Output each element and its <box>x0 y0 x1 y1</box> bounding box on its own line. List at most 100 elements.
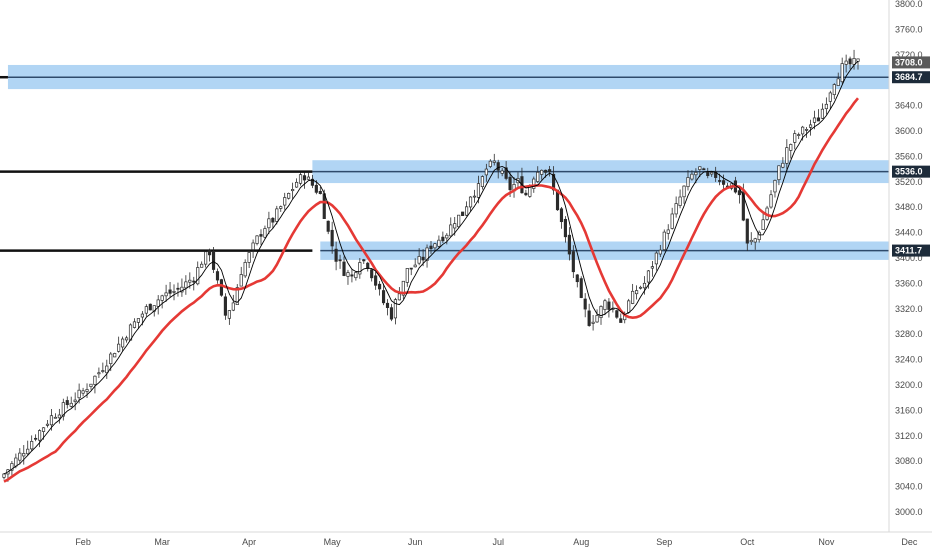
slow-moving-average-line[interactable] <box>3 97 860 483</box>
candle[interactable] <box>737 188 741 204</box>
candle[interactable] <box>22 445 26 465</box>
candle[interactable] <box>445 233 449 245</box>
candle[interactable] <box>89 383 93 390</box>
candle[interactable] <box>745 218 749 252</box>
candle[interactable] <box>73 392 77 411</box>
candle[interactable] <box>820 103 824 119</box>
candle[interactable] <box>144 304 148 317</box>
candle[interactable] <box>172 284 176 301</box>
candle[interactable] <box>769 190 773 209</box>
candle[interactable] <box>239 266 243 287</box>
candle[interactable] <box>714 166 718 182</box>
candle[interactable] <box>761 211 765 231</box>
candle[interactable] <box>472 189 477 203</box>
candle[interactable] <box>298 172 303 186</box>
candle[interactable] <box>409 267 413 276</box>
candle[interactable] <box>180 278 184 297</box>
price-axis[interactable]: 3000.0 3040.0 3080.0 3120.0 3160.0 3200.0 3240… <box>888 0 923 532</box>
candle[interactable] <box>670 207 674 230</box>
candle[interactable] <box>231 294 235 312</box>
candle[interactable] <box>350 268 354 283</box>
candle[interactable] <box>425 244 429 268</box>
candle[interactable] <box>702 167 706 171</box>
candle[interactable] <box>638 285 643 290</box>
candle[interactable] <box>291 182 295 199</box>
candle[interactable] <box>283 192 287 210</box>
candle[interactable] <box>38 429 42 448</box>
candle[interactable] <box>263 225 267 239</box>
candle[interactable] <box>105 359 109 379</box>
candle[interactable] <box>674 196 678 218</box>
candle[interactable] <box>844 54 848 73</box>
candle[interactable] <box>437 235 441 249</box>
candle[interactable] <box>591 315 595 331</box>
candle[interactable] <box>65 396 69 409</box>
candle[interactable] <box>785 139 789 172</box>
candle[interactable] <box>366 261 370 272</box>
candle[interactable] <box>275 205 279 225</box>
candle[interactable] <box>706 167 710 179</box>
candle[interactable] <box>255 235 259 246</box>
candle[interactable] <box>113 352 117 358</box>
candle[interactable] <box>721 174 726 190</box>
candle[interactable] <box>793 130 797 150</box>
candle[interactable] <box>619 313 623 323</box>
candle[interactable] <box>354 271 358 281</box>
candle[interactable] <box>457 214 461 229</box>
candle[interactable] <box>484 163 488 182</box>
candle[interactable] <box>310 174 314 189</box>
candle[interactable] <box>587 303 591 327</box>
candle[interactable] <box>370 268 374 282</box>
candle[interactable] <box>417 248 421 266</box>
candle[interactable] <box>777 165 781 186</box>
candle[interactable] <box>211 246 216 274</box>
candle[interactable] <box>749 232 753 245</box>
candle[interactable] <box>575 274 579 288</box>
candle[interactable] <box>816 109 821 122</box>
candle[interactable] <box>468 196 473 212</box>
candle[interactable] <box>34 434 38 442</box>
candle[interactable] <box>26 440 30 456</box>
candle[interactable] <box>642 276 647 295</box>
candle[interactable] <box>378 281 382 296</box>
candle[interactable] <box>326 220 330 235</box>
candle[interactable] <box>599 305 603 325</box>
candle[interactable] <box>615 309 619 319</box>
candle[interactable] <box>346 269 350 285</box>
candle[interactable] <box>413 258 417 268</box>
candle[interactable] <box>168 282 172 298</box>
candle[interactable] <box>164 284 168 302</box>
candle[interactable] <box>536 166 540 184</box>
candle[interactable] <box>461 211 465 216</box>
candle[interactable] <box>393 297 397 325</box>
candle[interactable] <box>287 192 291 200</box>
candle[interactable] <box>385 299 390 316</box>
candle[interactable] <box>682 185 686 204</box>
candle[interactable] <box>57 408 61 424</box>
candle[interactable] <box>476 175 481 204</box>
candle[interactable] <box>176 282 180 297</box>
candle[interactable] <box>208 248 212 262</box>
candle[interactable] <box>18 448 22 465</box>
candle[interactable] <box>200 261 204 268</box>
candle[interactable] <box>449 217 453 237</box>
candle[interactable] <box>433 242 437 252</box>
candle[interactable] <box>251 239 255 259</box>
fast-moving-average-line[interactable] <box>3 60 859 475</box>
candle[interactable] <box>30 435 34 452</box>
candle[interactable] <box>53 413 57 419</box>
candle[interactable] <box>504 161 508 181</box>
candle[interactable] <box>836 72 840 86</box>
candle[interactable] <box>635 285 639 300</box>
candle[interactable] <box>654 251 658 271</box>
time-axis[interactable]: Feb Mar Apr May Jun Jul Aug Sep Oct Nov Dec <box>0 531 932 547</box>
candle[interactable] <box>227 309 231 325</box>
candle[interactable] <box>662 229 666 252</box>
candle[interactable] <box>567 227 571 261</box>
candle[interactable] <box>631 283 635 305</box>
candle[interactable] <box>136 318 141 330</box>
candle[interactable] <box>832 83 836 100</box>
candle[interactable] <box>571 245 575 279</box>
candle[interactable] <box>334 241 338 271</box>
candle[interactable] <box>124 335 129 343</box>
